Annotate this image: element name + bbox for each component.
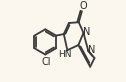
Text: O: O — [79, 1, 87, 11]
Text: HN: HN — [58, 50, 71, 59]
Text: Cl: Cl — [41, 57, 51, 67]
Text: N: N — [88, 45, 95, 55]
Text: N: N — [83, 27, 90, 37]
